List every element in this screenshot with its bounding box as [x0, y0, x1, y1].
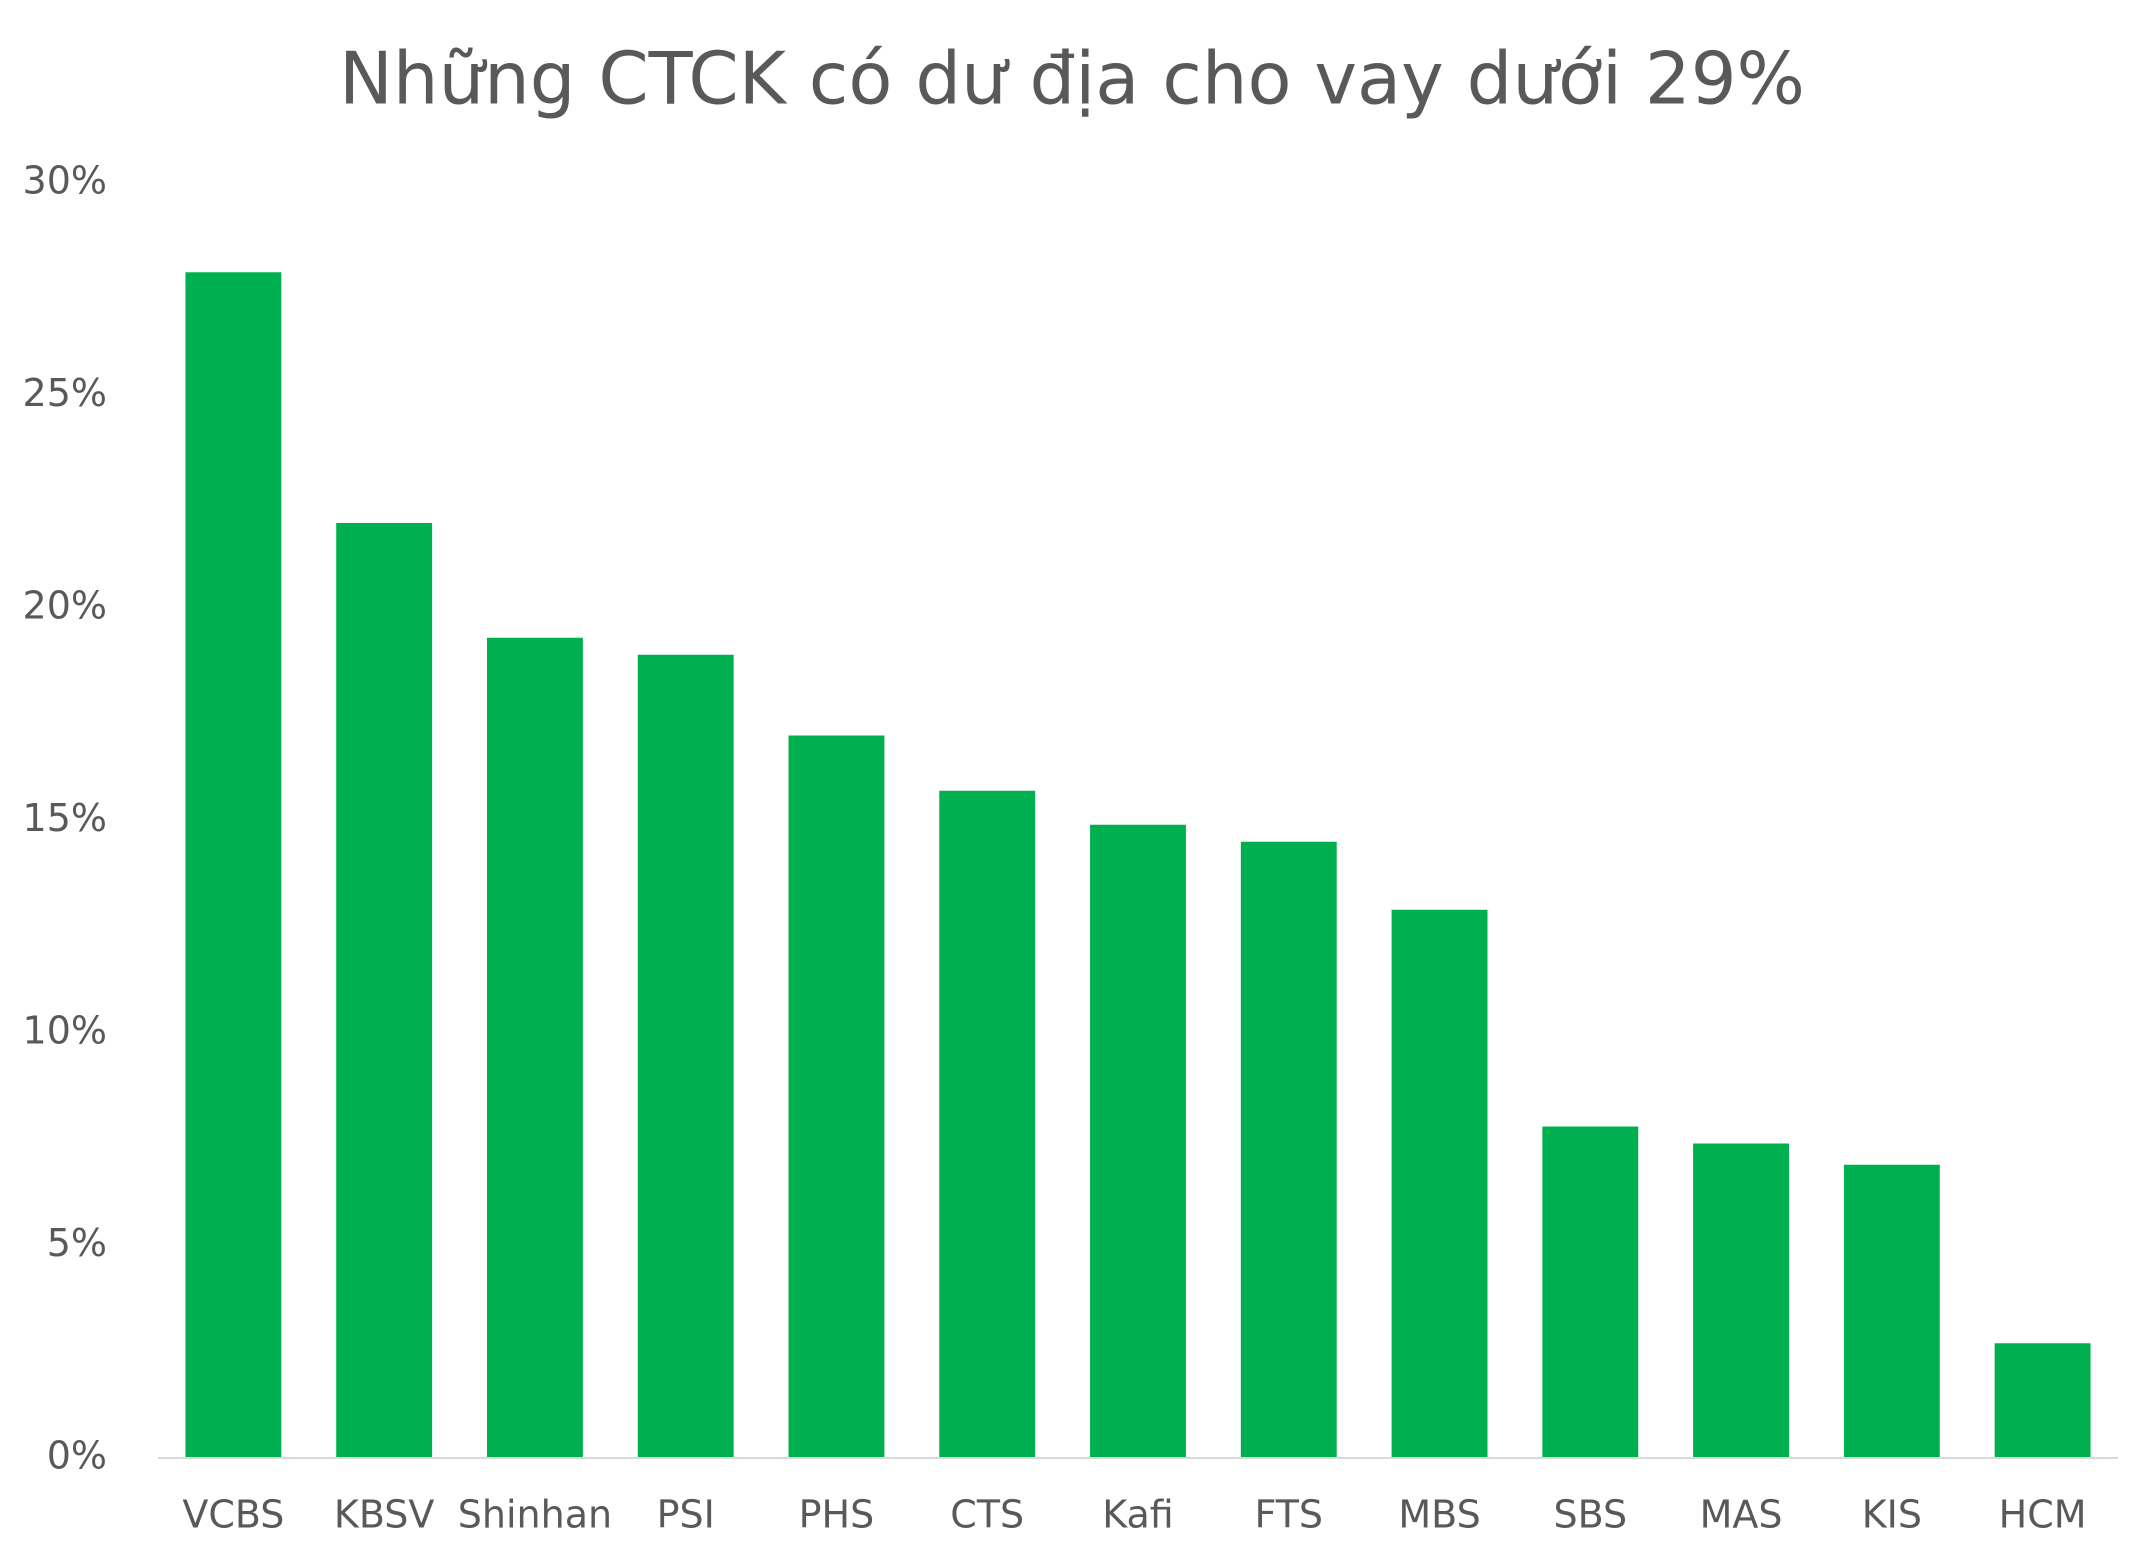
chart-title: Những CTCK có dư địa cho vay dưới 29% [339, 37, 1805, 121]
bar [788, 735, 885, 1458]
y-tick-label: 25% [23, 371, 107, 415]
bar [1090, 824, 1186, 1458]
x-tick-label: MBS [1398, 1493, 1480, 1537]
x-tick-label: HCM [1999, 1493, 2087, 1537]
bar [1391, 909, 1488, 1458]
bar [1240, 841, 1337, 1458]
y-tick-label: 5% [47, 1221, 107, 1265]
bar [1843, 1164, 1940, 1458]
y-tick-label: 20% [23, 584, 107, 628]
x-tick-label: FTS [1255, 1493, 1324, 1537]
x-tick-label: SBS [1553, 1493, 1627, 1537]
y-tick-label: 15% [23, 796, 107, 840]
bar [1994, 1343, 2091, 1458]
x-tick-label: PHS [799, 1493, 875, 1537]
x-tick-label: VCBS [182, 1493, 284, 1537]
x-tick-label: KIS [1862, 1493, 1922, 1537]
y-tick-label: 30% [23, 159, 107, 203]
bar [637, 654, 734, 1458]
x-tick-label: PSI [657, 1493, 715, 1537]
x-tick-label: MAS [1700, 1493, 1783, 1537]
y-tick-label: 10% [23, 1009, 107, 1053]
bar [1542, 1126, 1639, 1458]
x-tick-label: Kafi [1102, 1493, 1173, 1537]
bar [1693, 1143, 1790, 1458]
bar [486, 637, 583, 1458]
x-tick-label: Shinhan [458, 1493, 612, 1537]
y-tick-label: 0% [47, 1434, 107, 1478]
bar [336, 523, 433, 1458]
bar [939, 790, 1036, 1458]
x-tick-label: KBSV [334, 1493, 434, 1537]
bar [185, 272, 282, 1458]
x-tick-label: CTS [950, 1493, 1024, 1537]
